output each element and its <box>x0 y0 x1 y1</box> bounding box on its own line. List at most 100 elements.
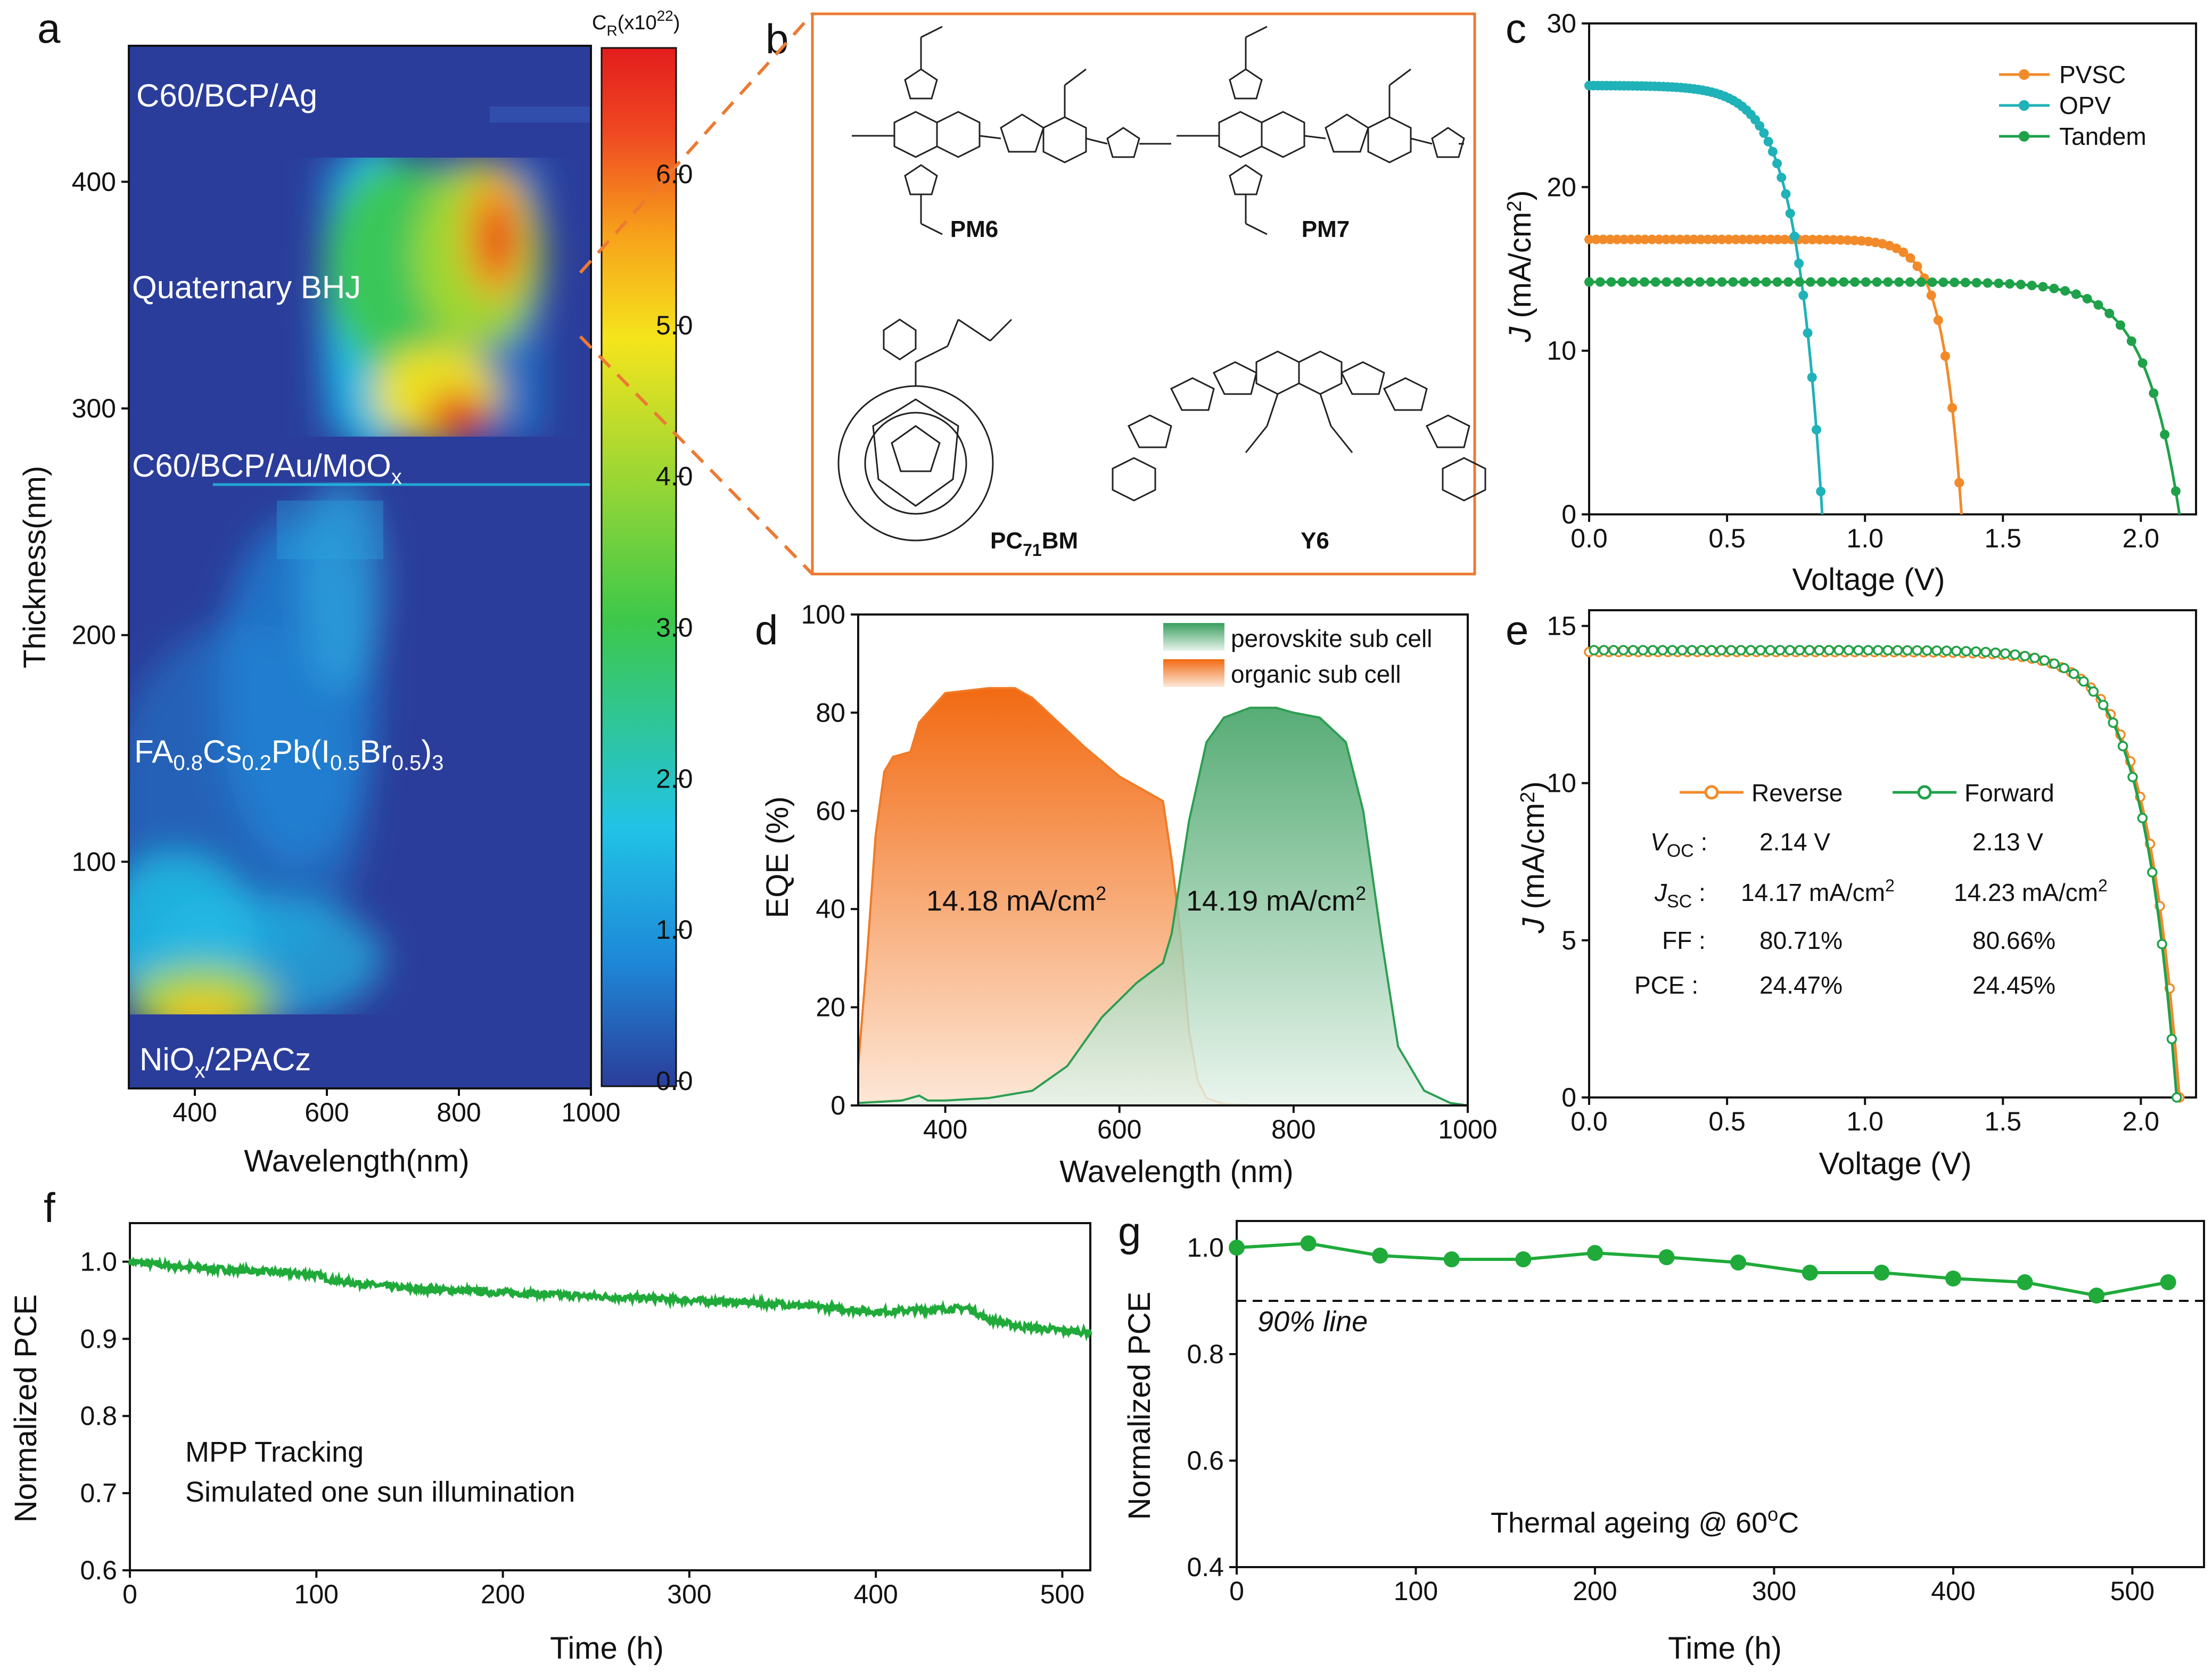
data-point <box>1905 277 1915 287</box>
data-point <box>1755 121 1765 131</box>
data-point <box>1795 277 1805 287</box>
data-point <box>1765 645 1776 655</box>
molecule-frame <box>811 12 1476 576</box>
data-point <box>1696 234 1706 244</box>
x-tick-label: 500 <box>1040 1579 1084 1609</box>
data-point <box>2137 813 2148 824</box>
table-pce-forward: 24.45% <box>1972 971 2055 999</box>
data-point <box>2059 662 2069 674</box>
y-tick-label: 1.0 <box>1187 1233 1224 1263</box>
data-point <box>1626 234 1636 244</box>
x-tick-label: 1.5 <box>1985 523 2022 553</box>
colorbar-tick-label: 2.0 <box>656 764 693 793</box>
x-tick-label: 2.0 <box>2123 1107 2160 1136</box>
data-point <box>2127 772 2138 783</box>
data-point <box>1829 235 1839 245</box>
colorbar-title: CR(x1022) <box>592 7 680 39</box>
data-point <box>1515 1251 1532 1267</box>
x-tick-label: 100 <box>294 1579 339 1609</box>
data-point <box>1695 277 1705 287</box>
area-organic <box>858 688 1468 1105</box>
panel-letter-g: g <box>1118 1208 1141 1255</box>
table-voc-reverse: 2.14 V <box>1759 828 1830 856</box>
data-point <box>1816 277 1827 287</box>
data-point <box>1814 645 1825 655</box>
data-point <box>1730 1255 1747 1271</box>
data-point <box>1706 645 1717 655</box>
data-point <box>1850 277 1860 287</box>
data-point <box>1933 315 1943 325</box>
data-point <box>2049 658 2060 669</box>
data-point <box>1725 645 1737 655</box>
data-point <box>1716 645 1727 655</box>
x-tick-label: 400 <box>172 1097 217 1127</box>
data-point <box>1892 243 1902 253</box>
table-pce-reverse: 24.47% <box>1759 971 1843 999</box>
panel-letter-d: d <box>755 607 778 653</box>
data-point <box>2000 648 2011 659</box>
x-tick-label: 200 <box>1573 1576 1617 1606</box>
panel-f-xlabel: Time (h) <box>550 1631 664 1666</box>
y-tick-label: 0 <box>1561 499 1576 529</box>
panel-e-legend: Reverse Forward <box>1680 779 2054 807</box>
data-point <box>1863 236 1873 247</box>
data-point <box>1839 277 1849 287</box>
molecule-label-pm6: PM6 <box>950 216 998 242</box>
data-point <box>1785 208 1795 218</box>
y-tick-label: 100 <box>801 600 845 629</box>
data-point <box>1736 645 1746 655</box>
data-point <box>2108 717 2118 728</box>
data-point <box>1798 290 1808 300</box>
legend-tandem: Tandem <box>2059 122 2147 150</box>
plot-frame <box>1588 609 2197 1099</box>
x-tick-label: 1.5 <box>1985 1107 2022 1136</box>
legend-reverse: Reverse <box>1751 779 1843 807</box>
data-point <box>1828 277 1838 287</box>
data-point <box>1931 645 1942 656</box>
data-point <box>1861 277 1871 287</box>
data-point <box>1947 403 1958 413</box>
data-point <box>1710 234 1720 244</box>
panel-f-plot: 0 100 200 300 400 500 0.6 0.7 0.8 0.9 1.0 <box>80 1222 1092 1609</box>
data-point <box>1662 277 1672 287</box>
data-point <box>1675 234 1685 244</box>
table-ff-reverse: 80.71% <box>1759 927 1843 954</box>
x-tick-label: 600 <box>305 1097 349 1127</box>
data-point <box>1961 646 1971 657</box>
panel-letter-a: a <box>37 5 61 52</box>
data-point <box>1633 234 1643 244</box>
data-point <box>1774 645 1786 655</box>
data-point <box>1372 1248 1388 1264</box>
y-tick-label: 20 <box>816 993 845 1022</box>
data-point <box>1650 277 1660 287</box>
data-point <box>2160 430 2170 440</box>
plot-frame <box>1236 1220 2205 1568</box>
table-voc-forward: 2.13 V <box>1972 828 2043 856</box>
data-point <box>1724 234 1734 244</box>
data-point <box>1951 645 1962 657</box>
data-point <box>1728 277 1738 287</box>
colorbar-tick-label: 6.0 <box>656 159 693 189</box>
data-point <box>1927 277 1937 287</box>
zoom-line-bottom <box>579 335 814 576</box>
panel-d-eqe: 400 600 800 1000 0 20 40 60 80 100 Wavelength (nm… <box>760 600 1498 1189</box>
data-point <box>1794 258 1804 268</box>
x-tick-label: 300 <box>667 1579 711 1609</box>
data-point <box>1687 645 1697 655</box>
data-point <box>2060 286 2070 296</box>
data-point <box>2088 1288 2105 1304</box>
data-point <box>1745 645 1756 655</box>
panel-g-ylabel: Normalized PCE <box>1122 1292 1157 1520</box>
data-point <box>2126 336 2136 346</box>
data-point <box>1926 290 1936 300</box>
data-point <box>2149 388 2159 398</box>
panel-g-xlabel: Time (h) <box>1668 1631 1782 1666</box>
data-point <box>1849 235 1860 245</box>
x-tick-label: 600 <box>1097 1114 1141 1144</box>
data-point <box>1856 236 1866 246</box>
data-point <box>1696 645 1707 655</box>
data-point <box>1738 234 1748 244</box>
data-point <box>2137 358 2148 368</box>
x-tick-label: 0.5 <box>1708 1107 1746 1136</box>
data-point <box>1971 277 1981 288</box>
